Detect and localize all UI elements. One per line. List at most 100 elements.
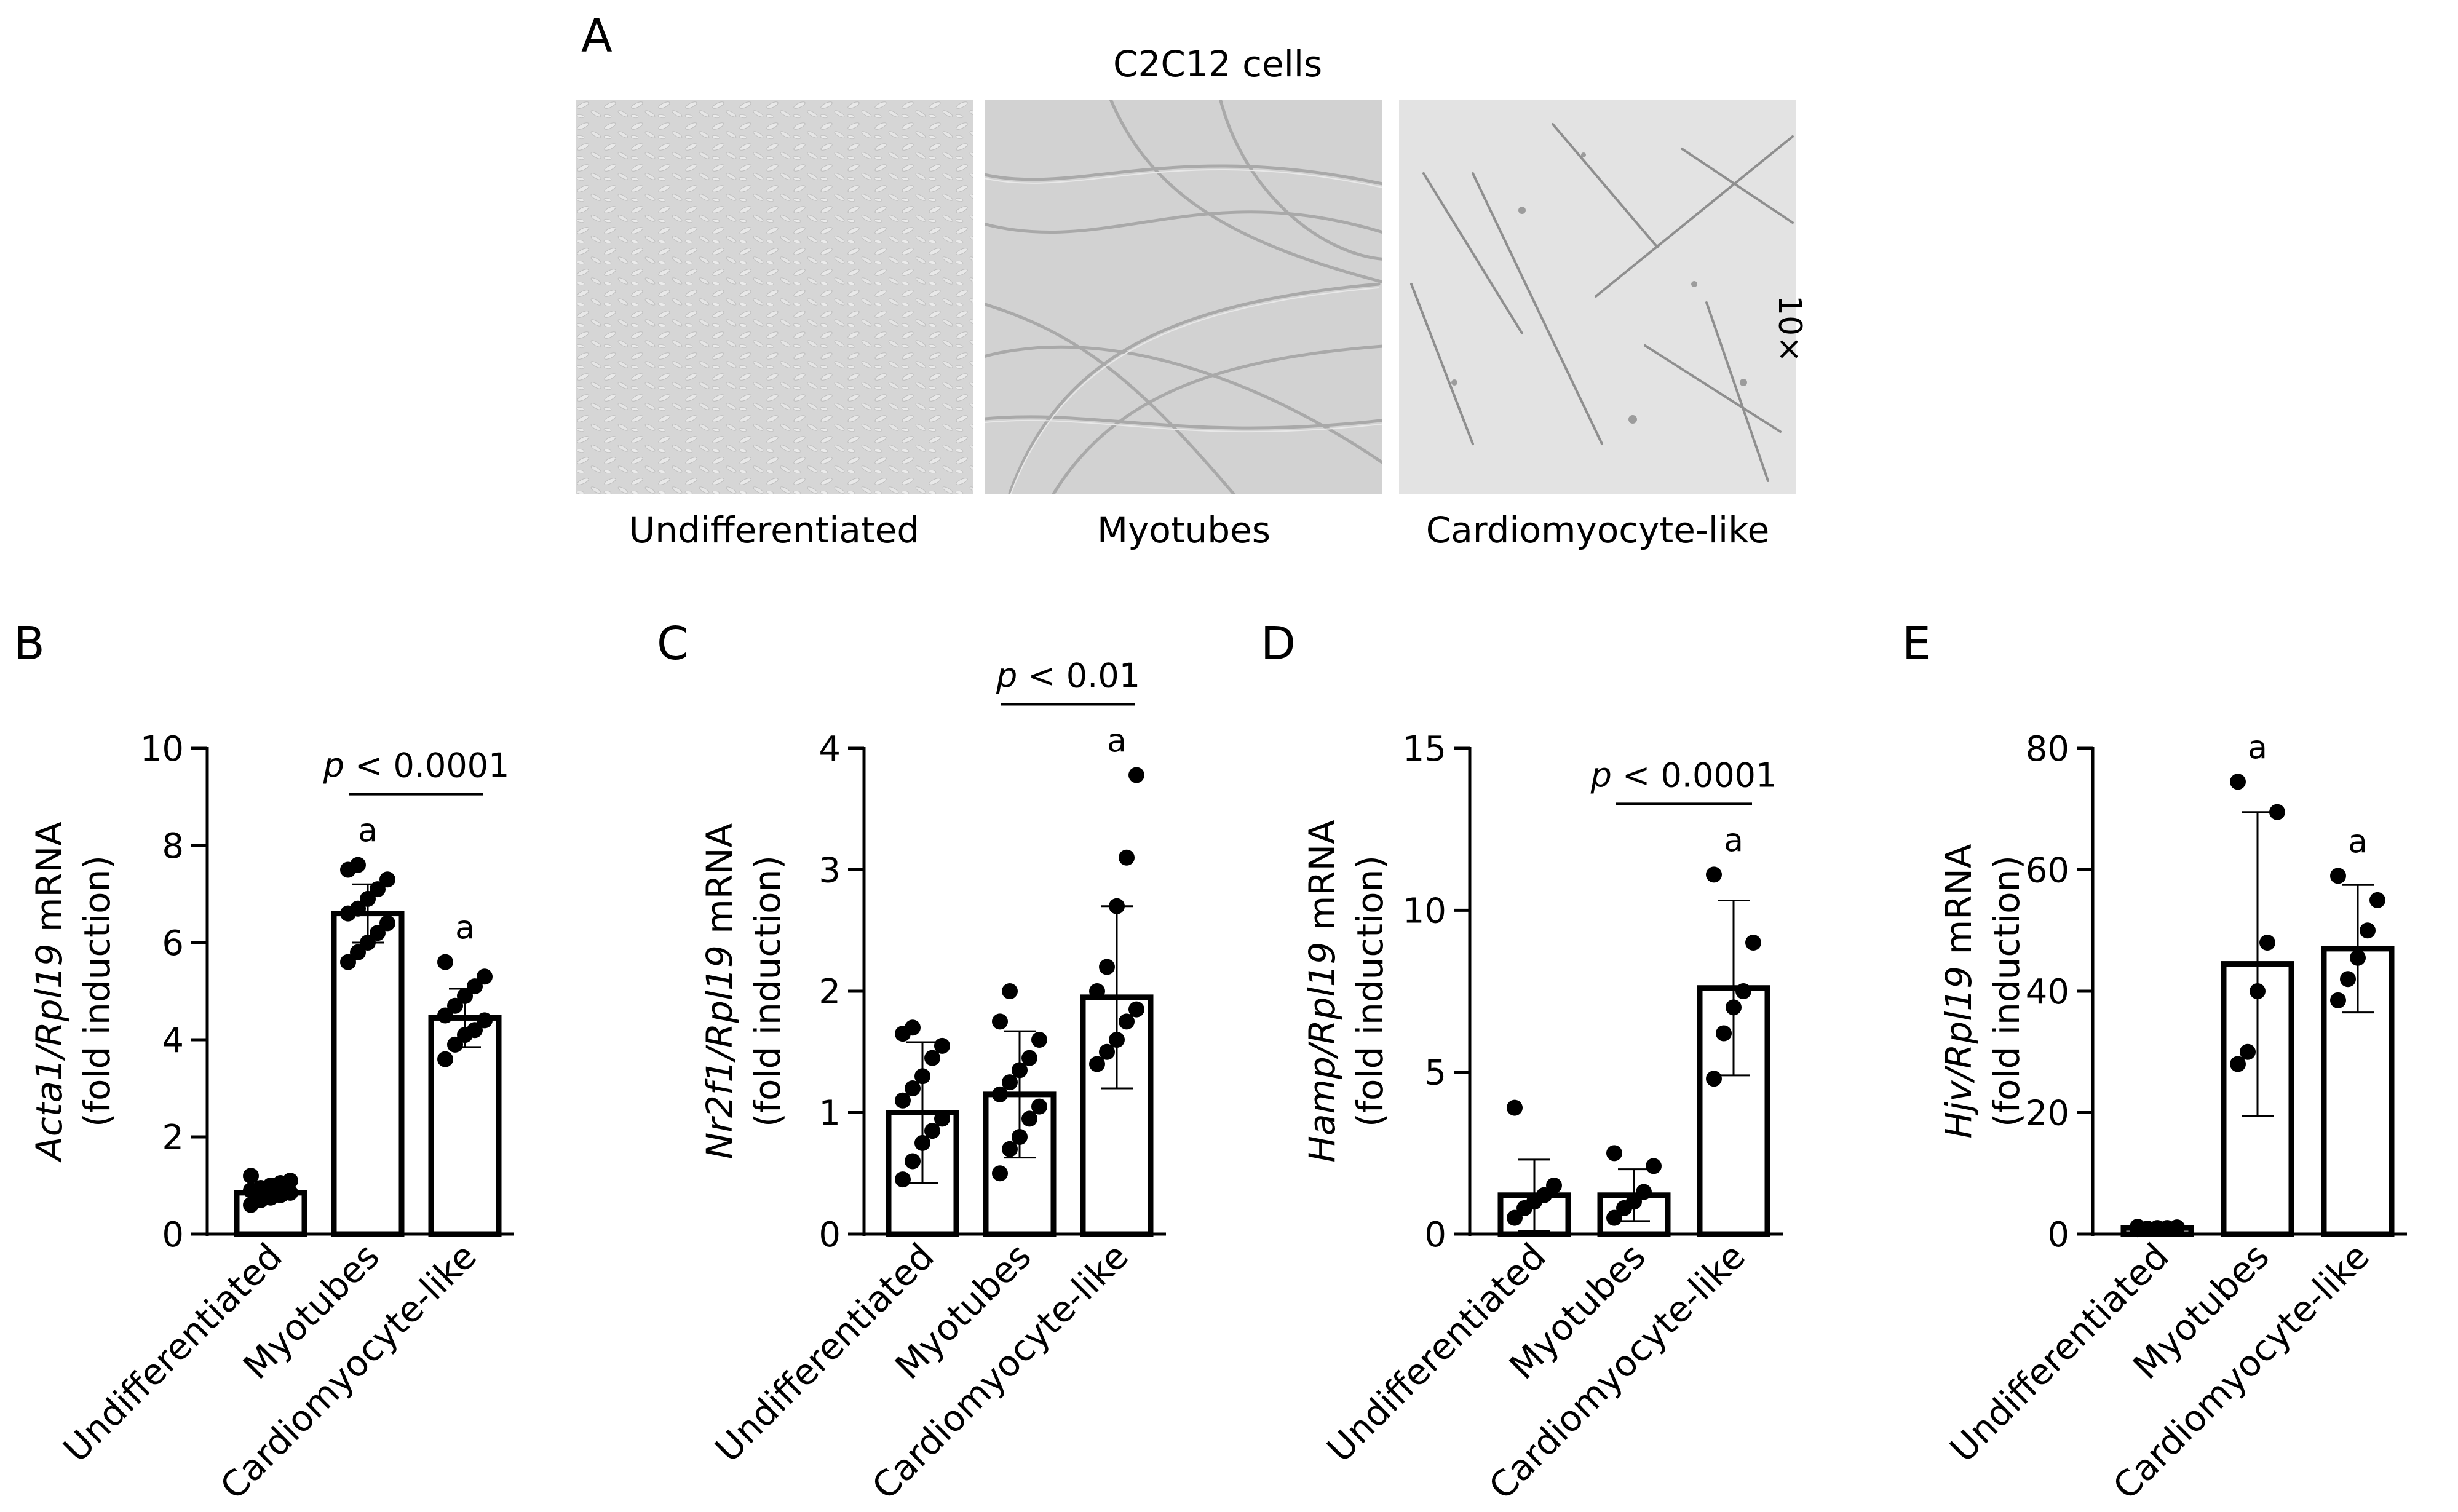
data-point bbox=[350, 900, 366, 917]
y-axis-label-line1: Nr2f1/Rpl19 mRNA bbox=[699, 823, 740, 1160]
y-tick-label: 0 bbox=[1424, 1215, 1446, 1255]
data-point bbox=[2169, 1219, 2185, 1236]
significance-label: a bbox=[1724, 822, 1743, 859]
data-point bbox=[1726, 999, 1742, 1016]
data-point bbox=[350, 944, 366, 960]
y-tick-label: 3 bbox=[819, 851, 841, 891]
comparison-label: p < 0.01 bbox=[996, 656, 1140, 695]
data-point bbox=[992, 1086, 1008, 1102]
y-tick-label: 2 bbox=[819, 972, 841, 1012]
data-point bbox=[1546, 1178, 1562, 1193]
data-point bbox=[467, 978, 483, 995]
data-point bbox=[1507, 1209, 1523, 1226]
y-axis-label-gene: Hamp/Rpl19 bbox=[1301, 942, 1343, 1163]
y-axis-label-gene: Acta1/Rpl19 bbox=[28, 943, 70, 1163]
data-point bbox=[2269, 804, 2285, 820]
data-point bbox=[2350, 949, 2366, 966]
data-point bbox=[895, 1171, 911, 1188]
panel-letter-c: C bbox=[657, 617, 689, 670]
data-point bbox=[905, 1080, 921, 1096]
data-point bbox=[340, 954, 356, 970]
data-point bbox=[282, 1184, 298, 1201]
data-point bbox=[1012, 1129, 1028, 1145]
y-tick-label: 15 bbox=[1403, 729, 1446, 769]
micrograph-label-myotubes: Myotubes bbox=[1096, 509, 1271, 551]
data-point bbox=[1706, 866, 1722, 883]
data-point bbox=[2230, 774, 2246, 790]
y-axis-label: Acta1/Rpl19 mRNA (fold induction) bbox=[28, 821, 118, 1163]
significance-label: a bbox=[2348, 823, 2368, 860]
y-tick-label: 1 bbox=[819, 1094, 841, 1134]
data-point bbox=[905, 1153, 921, 1170]
comparison-label-p: p bbox=[996, 656, 1017, 695]
data-point bbox=[1109, 1032, 1125, 1048]
data-point bbox=[1507, 1099, 1523, 1116]
data-point bbox=[2240, 1043, 2256, 1060]
y-tick-label: 40 bbox=[2026, 972, 2069, 1012]
significance-label: a bbox=[2248, 729, 2267, 766]
y-axis-label-line1: Hjv/Rpl19 mRNA bbox=[1938, 844, 1980, 1138]
data-point bbox=[467, 1022, 483, 1039]
data-point bbox=[360, 935, 376, 951]
y-axis-label-gene: Nr2f1/Rpl19 bbox=[699, 945, 740, 1159]
y-axis-label-suffix: mRNA bbox=[699, 823, 740, 946]
y-axis-label-line2: (fold induction) bbox=[1349, 855, 1391, 1127]
y-tick-label: 80 bbox=[2026, 729, 2069, 769]
y-tick-label: 0 bbox=[819, 1215, 841, 1255]
data-point bbox=[1646, 1158, 1662, 1174]
significance-label: a bbox=[1107, 722, 1127, 759]
data-point bbox=[1109, 898, 1125, 914]
comparison-label: p < 0.0001 bbox=[1590, 756, 1777, 794]
data-point bbox=[914, 1134, 930, 1151]
data-point bbox=[2230, 1056, 2246, 1072]
data-point bbox=[447, 1036, 463, 1053]
y-tick-label: 20 bbox=[2026, 1094, 2069, 1134]
data-point bbox=[934, 1110, 950, 1127]
micrograph-cardiomyocyte-like bbox=[1399, 100, 1796, 494]
data-point bbox=[447, 997, 463, 1014]
micrograph-myotubes bbox=[985, 100, 1382, 494]
data-point bbox=[1002, 1141, 1018, 1157]
micrograph-undifferentiated bbox=[576, 100, 973, 494]
data-point bbox=[243, 1168, 259, 1184]
y-axis-label-line2: (fold induction) bbox=[76, 855, 118, 1127]
data-point bbox=[1002, 1074, 1018, 1091]
panel-letter-b: B bbox=[14, 617, 45, 670]
data-point bbox=[1099, 959, 1115, 975]
y-axis-label-line2: (fold induction) bbox=[1986, 855, 2028, 1127]
comparison-label-value: < 0.01 bbox=[1017, 656, 1140, 695]
data-point bbox=[1119, 849, 1135, 866]
data-point bbox=[934, 1037, 950, 1054]
data-point bbox=[1716, 1025, 1732, 1042]
data-point bbox=[895, 1092, 911, 1109]
micrograph-label-cardiomyocyte-like: Cardiomyocyte-like bbox=[1425, 509, 1770, 551]
data-point bbox=[1002, 983, 1018, 999]
data-point bbox=[1735, 983, 1751, 999]
y-axis-label: Nr2f1/Rpl19 mRNA (fold induction) bbox=[699, 823, 788, 1160]
comparison-label-value: < 0.0001 bbox=[1612, 756, 1777, 794]
data-point bbox=[1626, 1193, 1642, 1210]
y-axis-label-suffix: mRNA bbox=[1301, 820, 1343, 942]
y-axis-label-line1: Acta1/Rpl19 mRNA bbox=[28, 821, 70, 1163]
y-tick-label: 6 bbox=[162, 924, 184, 964]
data-point bbox=[2360, 922, 2376, 939]
data-point bbox=[1099, 1043, 1115, 1060]
y-tick-label: 10 bbox=[1403, 891, 1446, 931]
data-point bbox=[905, 1019, 921, 1036]
data-point bbox=[282, 1173, 298, 1189]
data-point bbox=[1128, 1001, 1144, 1018]
data-point bbox=[1706, 1071, 1722, 1087]
panel-letter-e: E bbox=[1902, 617, 1931, 670]
data-point bbox=[992, 1013, 1008, 1030]
data-point bbox=[1021, 1110, 1037, 1127]
data-point bbox=[1021, 1050, 1037, 1066]
data-point bbox=[350, 857, 366, 873]
data-point bbox=[2340, 971, 2356, 988]
y-tick-label: 4 bbox=[162, 1021, 184, 1061]
y-axis-label-line2: (fold induction) bbox=[747, 855, 788, 1127]
y-tick-label: 60 bbox=[2026, 851, 2069, 891]
y-axis-label-suffix: mRNA bbox=[28, 821, 70, 944]
